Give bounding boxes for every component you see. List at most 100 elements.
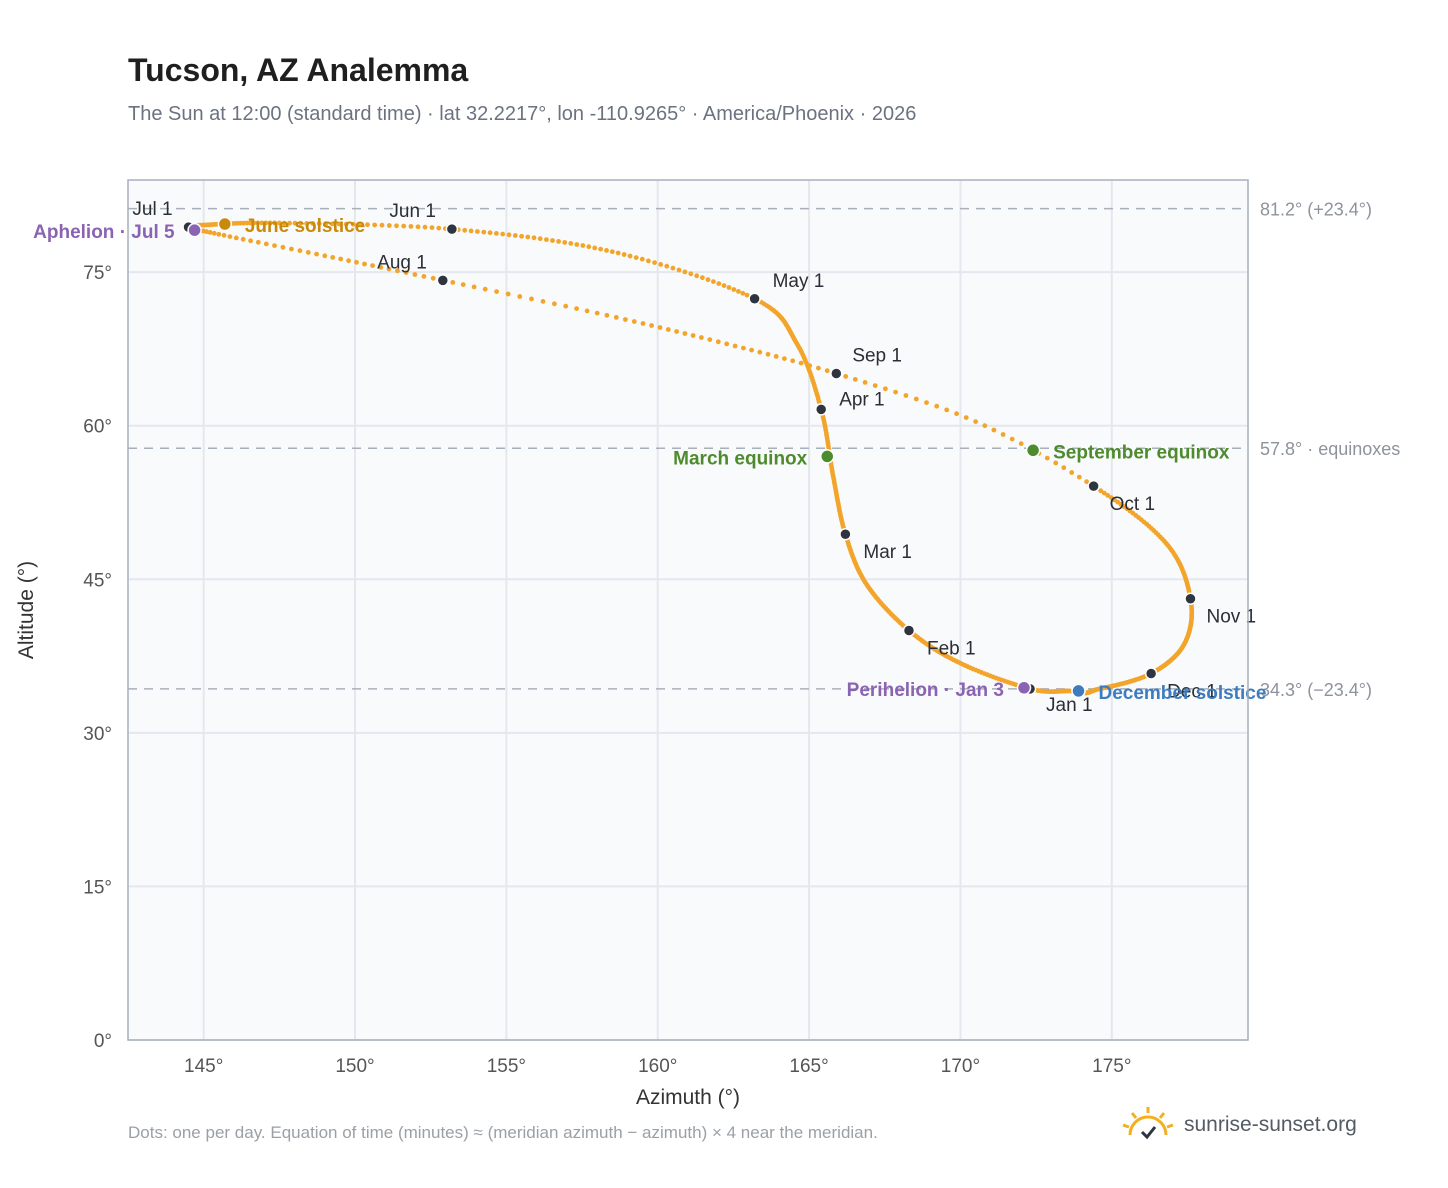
daily-sun-dot	[343, 221, 349, 227]
daily-sun-dot	[963, 415, 969, 420]
daily-sun-dot	[259, 220, 265, 226]
daily-sun-dot	[807, 363, 813, 368]
daily-sun-dot	[705, 277, 711, 283]
daily-sun-dot	[609, 249, 615, 255]
daily-sun-dot	[323, 221, 329, 227]
daily-sun-dot	[682, 269, 688, 275]
daily-sun-dot	[211, 230, 217, 236]
daily-sun-dot	[633, 255, 639, 260]
chart-title: Tucson, AZ Analemma	[128, 52, 469, 88]
daily-sun-dot	[724, 341, 730, 347]
event-marker	[1025, 443, 1041, 458]
daily-sun-dot	[843, 374, 849, 379]
daily-sun-dot	[378, 264, 384, 270]
daily-sun-dot	[346, 258, 351, 264]
daily-sun-dot	[715, 339, 721, 345]
daily-sun-dot	[314, 251, 319, 257]
daily-sun-dot	[310, 221, 316, 226]
daily-sun-dot	[379, 222, 385, 228]
daily-sun-dot	[233, 235, 239, 241]
x-tick-label: 160°	[638, 1056, 677, 1077]
daily-sun-dot	[568, 241, 574, 246]
daily-sun-dot	[505, 291, 511, 297]
daily-sun-dot	[893, 389, 898, 395]
daily-sun-dot	[688, 271, 694, 277]
daily-sun-dot	[765, 351, 771, 357]
daily-sun-dot	[207, 230, 213, 235]
daily-sun-dot	[289, 246, 294, 252]
event-label: March equinox	[673, 448, 808, 469]
footnote: Dots: one per day. Equation of time (min…	[128, 1123, 878, 1142]
x-tick-label: 145°	[184, 1056, 223, 1077]
daily-sun-dot	[487, 230, 493, 236]
daily-sun-dot	[471, 284, 477, 290]
event-label: June solstice	[245, 216, 365, 237]
daily-sun-dot	[773, 354, 779, 359]
daily-sun-dot	[1076, 474, 1082, 480]
daily-sun-dot	[386, 223, 392, 228]
daily-sun-dot	[1053, 460, 1059, 466]
daily-sun-dot	[594, 310, 600, 316]
daily-sun-dot	[1009, 436, 1015, 442]
daily-sun-dot	[934, 403, 940, 409]
daily-sun-dot	[1084, 479, 1089, 485]
daily-sun-dot	[613, 315, 619, 320]
month-label: Oct 1	[1110, 494, 1155, 515]
daily-sun-dot	[665, 327, 671, 332]
daily-sun-dot	[598, 246, 603, 252]
daily-sun-dot	[227, 234, 233, 240]
sun-logo-icon	[1122, 1107, 1174, 1140]
daily-sun-dot	[657, 325, 663, 330]
plot-frame	[127, 179, 1249, 1041]
brand[interactable]: sunrise-sunset.org	[1120, 1100, 1357, 1150]
daily-sun-dot	[694, 273, 700, 279]
daily-sun-dot	[574, 306, 579, 311]
daily-sun-dot	[736, 289, 741, 294]
event-label: Perihelion · Jan 3	[847, 680, 1004, 701]
daily-sun-dot	[272, 243, 277, 249]
month-label: Dec 1	[1167, 681, 1217, 702]
x-tick-label: 175°	[1092, 1056, 1131, 1077]
daily-sun-dot	[421, 274, 427, 279]
month-label: May 1	[773, 271, 825, 292]
daily-sun-dot	[263, 241, 269, 247]
daily-sun-dot	[287, 220, 292, 226]
daily-sun-dot	[1098, 488, 1104, 494]
month-label: Sep 1	[852, 346, 902, 367]
reference-line-label: 81.2° (+23.4°)	[1260, 200, 1372, 220]
event-marker	[1071, 683, 1086, 699]
daily-sun-dot	[221, 232, 227, 238]
daily-sun-dot	[574, 242, 580, 247]
daily-sun-dot	[216, 231, 222, 237]
daily-sun-dot	[494, 231, 499, 236]
daily-sun-dot	[338, 256, 344, 262]
event-marker	[217, 216, 233, 232]
month-marker	[1184, 592, 1197, 605]
daily-sun-dot	[550, 238, 555, 243]
daily-sun-dot	[649, 323, 654, 328]
x-axis-label: Azimuth (°)	[636, 1086, 740, 1109]
daily-sun-dot	[652, 260, 657, 265]
daily-sun-dot	[744, 292, 750, 298]
daily-sun-dot	[883, 386, 888, 392]
daily-sun-dot	[298, 220, 304, 226]
daily-sun-dot	[726, 285, 732, 290]
daily-sun-dot	[690, 333, 696, 338]
daily-sun-dot	[255, 220, 261, 226]
daily-sun-dot	[475, 229, 480, 234]
daily-sun-dot	[422, 224, 428, 230]
daily-sun-dot	[357, 222, 363, 227]
plot-background	[128, 180, 1248, 1040]
daily-sun-dot	[1044, 455, 1050, 461]
daily-sun-dot	[401, 223, 407, 229]
daily-sun-dot	[506, 232, 512, 238]
x-tick-label: 165°	[789, 1056, 828, 1077]
daily-sun-dot	[674, 329, 679, 334]
daily-sun-dot	[544, 237, 549, 243]
daily-sun-dot	[824, 368, 830, 374]
daily-sun-dot	[741, 345, 746, 351]
daily-sun-dot	[525, 234, 531, 240]
daily-sun-dot	[408, 224, 414, 229]
daily-sun-dot	[372, 222, 378, 228]
daily-sun-dot	[481, 229, 487, 235]
